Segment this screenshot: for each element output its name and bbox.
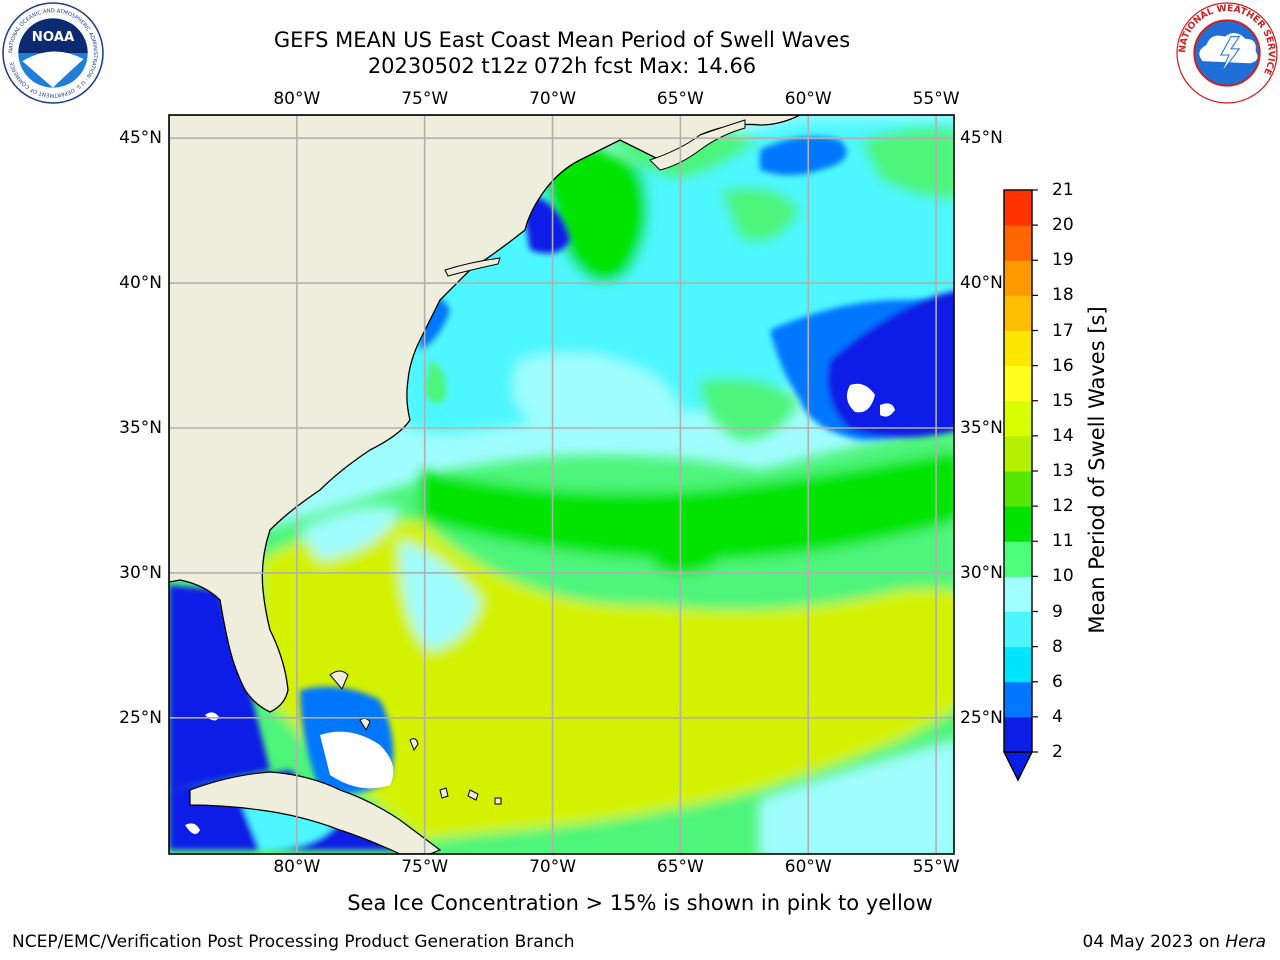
long-island [444,257,501,277]
colorbar-tick-label: 15 [1052,390,1074,411]
lat-tick-label-right: 45°N [960,128,1003,149]
colorbar-tick-label: 17 [1052,320,1074,341]
svg-text:NOAA: NOAA [32,30,75,45]
lon-tick-label-bottom: 75°W [401,857,449,877]
footer-date: 04 May 2023 on Hera [1083,932,1267,952]
colorbar-segment [1004,225,1032,261]
colorbar-tick-label: 18 [1052,285,1074,306]
sea-ice-note: Sea Ice Concentration > 15% is shown in … [347,891,933,915]
colorbar-tick-label: 8 [1052,636,1063,657]
colorbar-tick-label: 6 [1052,671,1063,692]
lon-tick-label-bottom: 80°W [273,857,321,877]
colorbar-title: Mean Period of Swell Waves [s] [1085,306,1109,634]
colorbar-segment [1004,400,1032,437]
lon-tick-label-top: 80°W [273,89,321,109]
nws-logo: NATIONAL WEATHER SERVICE [1176,2,1278,104]
colorbar-tick-label: 4 [1052,706,1063,727]
lat-tick-label-left: 30°N [119,562,162,583]
colorbar-segment [1004,681,1032,718]
grid-lines [169,115,954,854]
map-title: GEFS MEAN US East Coast Mean Period of S… [273,28,851,52]
noaa-logo: NOAA NATIONAL OCEANIC AND ATMOSPHERIC AD… [2,2,104,104]
colorbar-segment [1004,435,1032,472]
lon-tick-label-top: 65°W [656,89,704,109]
colorbar-segment [1004,190,1032,226]
lon-tick-label-top: 55°W [912,89,960,109]
footer-credit: NCEP/EMC/Verification Post Processing Pr… [12,932,575,952]
lat-tick-label-right: 30°N [960,562,1003,583]
colorbar-segment [1004,506,1032,542]
colorbar-tick-label: 20 [1052,215,1074,236]
colorbar-tick-label: 2 [1052,742,1063,762]
colorbar-tick-label: 11 [1052,531,1074,552]
colorbar [1002,189,1038,782]
colorbar-segment [1004,576,1032,612]
lon-tick-label-top: 75°W [401,89,449,109]
map-frame [168,114,955,855]
colorbar-under-arrow [1002,751,1034,782]
lat-tick-label-left: 40°N [119,273,162,294]
colorbar-segment [1004,295,1032,331]
lat-tick-label-left: 45°N [119,128,162,149]
colorbar-segment [1004,646,1032,683]
lat-tick-label-left: 25°N [119,707,162,728]
colorbar-segment [1004,365,1032,402]
colorbar-segment [1004,716,1032,753]
colorbar-segment [1004,611,1032,648]
lat-tick-label-right: 35°N [960,417,1003,438]
cuba [189,771,442,854]
colorbar-segment [1004,541,1032,577]
footer-host: Hera [1225,932,1266,952]
lon-tick-label-bottom: 65°W [656,857,704,877]
colorbar-tick-label: 21 [1052,180,1074,200]
map-subtitle: 20230502 t12z 072h fcst Max: 14.66 [367,54,757,78]
colorbar-tick-label: 9 [1052,601,1063,622]
lat-tick-label-left: 35°N [119,417,162,438]
map-area [169,115,954,854]
lon-tick-label-bottom: 55°W [912,857,960,877]
lon-tick-label-bottom: 70°W [529,857,577,877]
lon-tick-label-top: 70°W [529,89,577,109]
colorbar-segment [1004,260,1032,296]
lon-tick-label-bottom: 60°W [784,857,832,877]
colorbar-tick-label: 19 [1052,250,1074,271]
lat-tick-label-right: 40°N [960,273,1003,294]
colorbar-tick-label: 10 [1052,566,1074,587]
footer-date-text: 04 May 2023 on [1082,932,1226,952]
bahamas-islands [329,670,502,805]
land [169,115,801,854]
north-america-landmass [169,115,801,713]
colorbar-tick-label: 14 [1052,425,1074,446]
colorbar-segment [1004,471,1032,507]
nova-scotia [649,119,746,171]
colorbar-segment [1004,330,1032,367]
colorbar-tick-label: 16 [1052,355,1074,376]
colorbar-tick-label: 13 [1052,461,1074,481]
lat-tick-label-right: 25°N [960,707,1003,728]
lon-tick-label-top: 60°W [784,89,832,109]
colorbar-tick-label: 12 [1052,496,1074,517]
